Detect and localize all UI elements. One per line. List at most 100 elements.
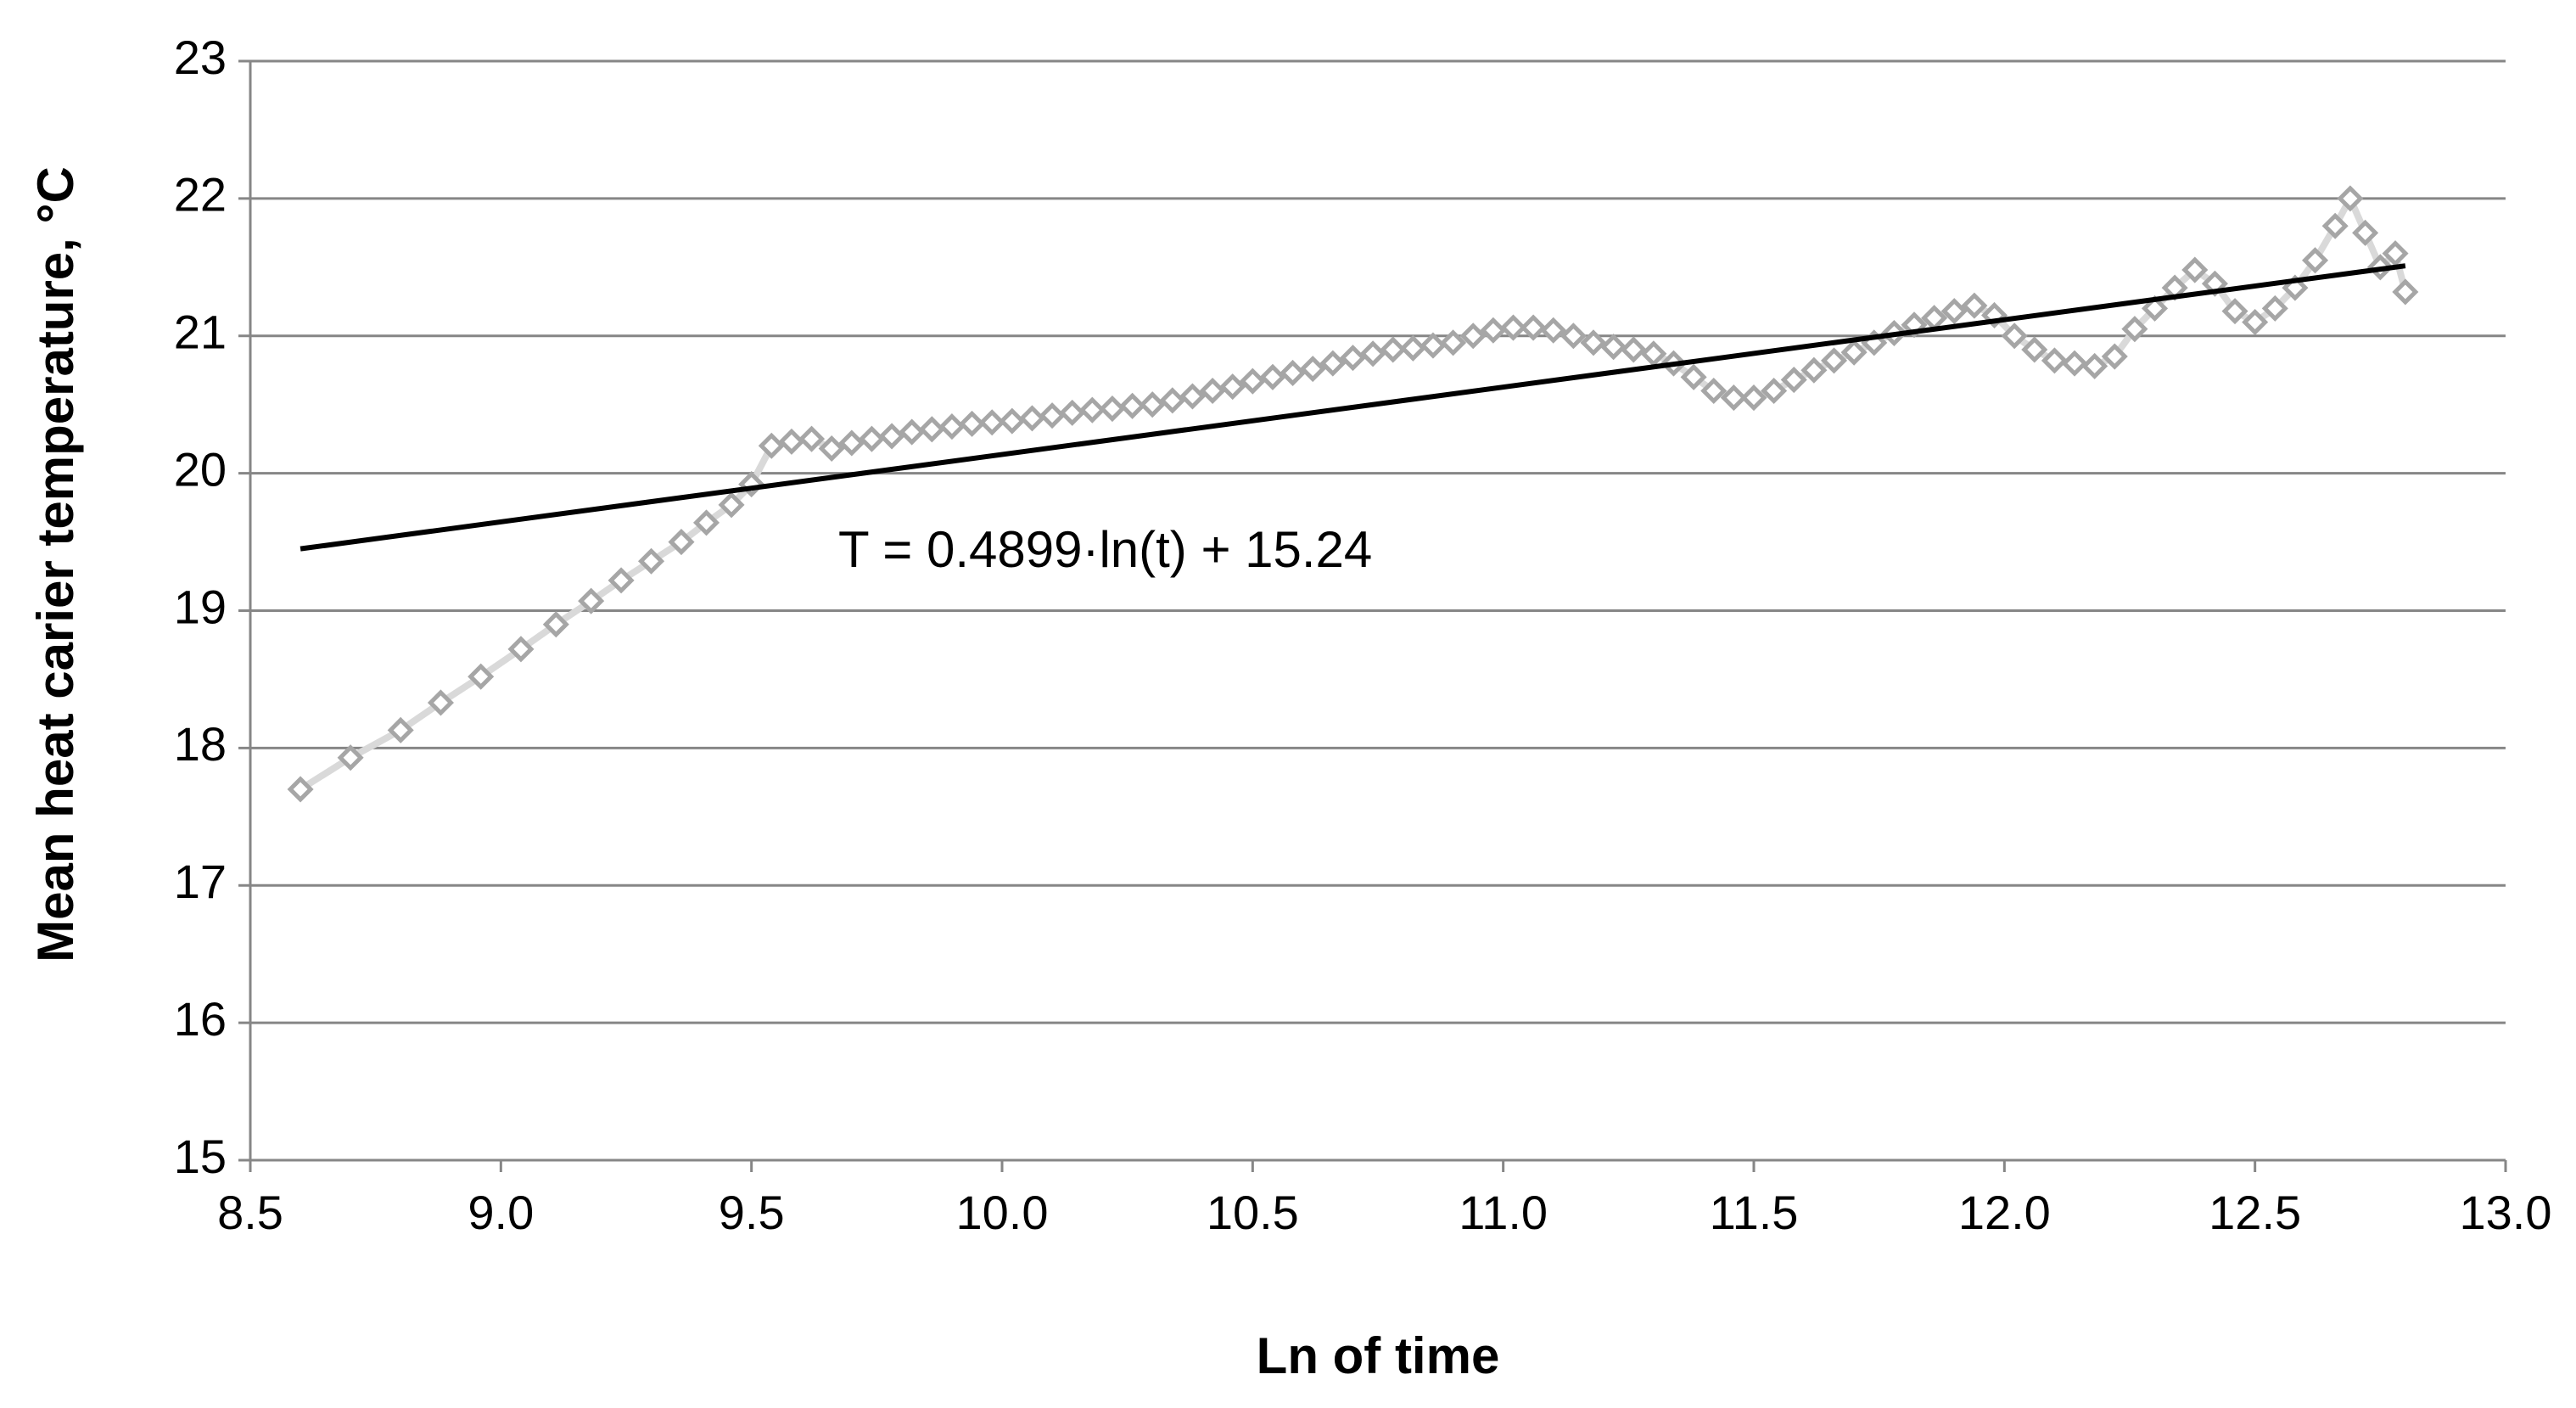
data-point [1359, 340, 1386, 367]
x-tick-label: 11.0 [1459, 1186, 1548, 1239]
data-point [1700, 377, 1728, 405]
data-point [1780, 367, 1807, 394]
x-axis-title: Ln of time [1257, 1327, 1500, 1384]
trend-equation: T = 0.4899·ln(t) + 15.24 [838, 521, 1372, 578]
data-point [1680, 363, 1707, 390]
data-point [1119, 392, 1146, 419]
data-point [778, 428, 805, 455]
data-point [2121, 316, 2148, 343]
data-point [1940, 298, 1968, 325]
data-point [1420, 332, 1447, 359]
data-point [1259, 363, 1286, 390]
data-point [2061, 350, 2088, 377]
data-point [1219, 373, 1246, 401]
data-point [2321, 212, 2349, 239]
y-tick-label: 18 [174, 717, 227, 771]
data-point [578, 587, 605, 614]
x-tick-label: 9.0 [468, 1186, 534, 1239]
data-point [1179, 383, 1206, 410]
data-point [2141, 295, 2169, 322]
data-point [1480, 317, 1507, 344]
data-point [2242, 309, 2269, 336]
data-point [2101, 343, 2128, 370]
data-point [1820, 347, 1848, 374]
data-point [1139, 391, 1166, 418]
data-point [1399, 334, 1426, 362]
data-point [1740, 384, 1767, 412]
y-tick-label: 19 [174, 580, 227, 633]
data-point [1018, 405, 1045, 432]
data-point [999, 407, 1026, 435]
data-point [1199, 377, 1226, 405]
data-point [978, 409, 1005, 436]
data-point [1620, 336, 1647, 363]
data-point [1059, 399, 1086, 426]
data-point [2261, 295, 2288, 322]
x-tick-label: 12.5 [2209, 1186, 2301, 1239]
data-point [1380, 336, 1407, 363]
x-tick-label: 9.5 [719, 1186, 785, 1239]
series-line [300, 263, 2406, 552]
data-point [838, 429, 865, 457]
data-point [798, 425, 826, 452]
data-point [959, 410, 986, 437]
data-point [1499, 314, 1527, 341]
data-point [1440, 329, 1467, 356]
data-point [1280, 359, 1307, 386]
y-tick-label: 15 [174, 1130, 227, 1183]
data-point [899, 418, 926, 446]
data-point [1099, 395, 1126, 423]
data-point [758, 432, 785, 459]
data-point [1720, 384, 1747, 412]
data-point [1078, 396, 1106, 424]
data-point [918, 416, 945, 443]
data-point [2337, 185, 2364, 212]
data-point [637, 547, 665, 575]
x-tick-label: 12.0 [1958, 1186, 2051, 1239]
data-point [1520, 314, 1547, 341]
data-point [1580, 329, 1607, 356]
data-point [2081, 352, 2108, 379]
y-tick-label: 21 [174, 306, 227, 359]
data-point [2352, 219, 2379, 246]
data-point [2021, 336, 2048, 363]
data-point [1961, 292, 1988, 319]
data-point [1039, 402, 1066, 429]
data-point [1800, 356, 1828, 384]
data-point [2041, 347, 2068, 374]
data-point [1840, 339, 1868, 366]
data-point [2001, 323, 2028, 350]
data-point [1299, 356, 1326, 383]
data-point [858, 425, 885, 452]
data-point [818, 435, 845, 463]
x-tick-label: 10.0 [956, 1186, 1049, 1239]
x-tick-label: 10.5 [1207, 1186, 1299, 1239]
data-point [468, 663, 495, 690]
data-point [2221, 298, 2248, 325]
data-point [1239, 367, 1266, 395]
data-point [1640, 340, 1667, 367]
data-point [608, 567, 635, 594]
data-point [427, 689, 454, 716]
data-point [1600, 334, 1627, 361]
data-point [1339, 345, 1367, 372]
data-point [1319, 350, 1347, 377]
y-axis-title: Mean heat carier temperature, °C [27, 166, 84, 962]
data-point [337, 744, 364, 771]
data-point [878, 423, 905, 450]
y-tick-label: 23 [174, 31, 227, 84]
data-point [1540, 317, 1567, 344]
y-tick-label: 20 [174, 442, 227, 496]
data-point [938, 413, 966, 440]
y-tick-label: 16 [174, 992, 227, 1046]
data-point [2392, 278, 2419, 306]
x-tick-label: 13.0 [2460, 1186, 2552, 1239]
data-point [542, 611, 569, 638]
data-point [668, 529, 695, 556]
data-point [2302, 247, 2329, 274]
data-point [1761, 377, 1788, 405]
x-tick-label: 11.5 [1710, 1186, 1799, 1239]
data-point [718, 491, 745, 519]
y-tick-label: 17 [174, 855, 227, 908]
